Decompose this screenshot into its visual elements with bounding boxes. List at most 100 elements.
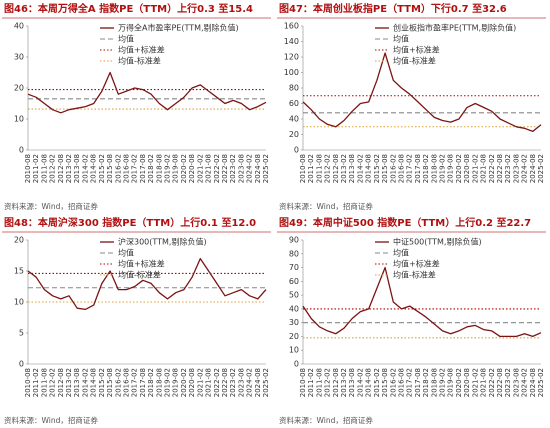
x-tick-label: 2022-02 xyxy=(488,368,496,397)
x-tick-label: 2010-08 xyxy=(24,154,32,183)
x-tick-label: 2011-02 xyxy=(307,154,315,183)
x-tick-label: 2018-08 xyxy=(155,368,163,397)
x-tick-label: 2016-02 xyxy=(389,154,397,183)
y-tick-label: 0 xyxy=(19,360,24,369)
x-tick-label: 2022-02 xyxy=(488,154,496,183)
x-tick-label: 2018-08 xyxy=(155,154,163,183)
y-tick-label: 0 xyxy=(294,146,299,155)
y-tick-label: 20 xyxy=(289,332,299,341)
x-tick-label: 2024-08 xyxy=(529,368,537,397)
legend-label: 均值+标准差 xyxy=(393,259,440,269)
x-tick-label: 2017-02 xyxy=(406,154,414,183)
x-tick-label: 2021-02 xyxy=(196,368,204,397)
x-tick-label: 2016-08 xyxy=(122,368,130,397)
x-tick-label: 2012-02 xyxy=(49,154,57,183)
x-tick-label: 2022-02 xyxy=(213,154,221,183)
legend-label: 均值-标准差 xyxy=(118,270,161,280)
x-tick-label: 2020-02 xyxy=(455,368,463,397)
x-tick-label: 2015-08 xyxy=(381,368,389,397)
x-tick-label: 2020-02 xyxy=(180,368,188,397)
y-tick-label: 5 xyxy=(19,329,24,338)
x-tick-label: 2015-02 xyxy=(98,154,106,183)
x-tick-label: 2020-08 xyxy=(188,154,196,183)
series-line xyxy=(27,71,267,114)
x-tick-label: 2019-08 xyxy=(447,154,455,183)
x-tick-label: 2021-08 xyxy=(480,368,488,397)
legend-label: 中证500(TTM,剔除负值) xyxy=(393,237,482,247)
x-tick-label: 2012-08 xyxy=(332,154,340,183)
x-tick-label: 2018-02 xyxy=(422,368,430,397)
x-tick-label: 2020-02 xyxy=(180,154,188,183)
legend-label: 均值 xyxy=(393,34,409,44)
chart-panel: 图48：本周沪深300 指数PE（TTM）上行0.1 至12.0 0 5 10 15 20… xyxy=(2,216,271,425)
legend-label: 均值+标准差 xyxy=(393,45,440,55)
legend-label: 沪深300(TTM,剔除负值) xyxy=(118,237,207,247)
x-tick-label: 2014-02 xyxy=(356,154,364,183)
x-tick-label: 2021-08 xyxy=(205,154,213,183)
x-tick-label: 2021-02 xyxy=(471,154,479,183)
legend-label: 均值+标准差 xyxy=(118,45,165,55)
y-tick-label: 40 xyxy=(289,304,299,313)
x-tick-label: 2024-08 xyxy=(254,368,262,397)
x-tick-label: 2019-02 xyxy=(439,368,447,397)
x-tick-label: 2023-08 xyxy=(237,154,245,183)
x-tick-label: 2012-02 xyxy=(324,368,332,397)
chart-panel: 图49：本周中证500 指数PE（TTM）上行0.2 至22.7 0 10 20 30 4… xyxy=(277,216,546,425)
x-tick-label: 2011-02 xyxy=(32,368,40,397)
y-tick-label: 20 xyxy=(289,130,299,139)
x-tick-label: 2015-02 xyxy=(98,368,106,397)
x-tick-label: 2022-08 xyxy=(496,154,504,183)
x-tick-label: 2020-02 xyxy=(455,154,463,183)
y-tick-label: 70 xyxy=(289,263,299,272)
x-tick-label: 2022-08 xyxy=(221,154,229,183)
chart-title: 图47：本周创业板指PE（TTM）下行0.7 至32.6 xyxy=(279,2,507,15)
x-tick-label: 2014-02 xyxy=(356,368,364,397)
x-tick-label: 2024-08 xyxy=(254,154,262,183)
y-tick-label: 20 xyxy=(14,84,24,93)
x-tick-label: 2019-08 xyxy=(172,368,180,397)
y-tick-label: 15 xyxy=(14,267,24,276)
x-tick-label: 2013-02 xyxy=(65,154,73,183)
x-tick-label: 2016-02 xyxy=(114,154,122,183)
x-tick-label: 2011-08 xyxy=(315,154,323,183)
x-tick-label: 2014-08 xyxy=(90,154,98,183)
x-tick-label: 2014-08 xyxy=(90,368,98,397)
x-tick-label: 2015-02 xyxy=(373,154,381,183)
y-tick-label: 10 xyxy=(14,115,24,124)
x-tick-label: 2014-02 xyxy=(81,154,89,183)
x-tick-label: 2012-08 xyxy=(57,368,65,397)
x-tick-label: 2018-08 xyxy=(430,154,438,183)
x-tick-label: 2011-08 xyxy=(40,154,48,183)
y-tick-label: 10 xyxy=(289,346,299,355)
y-tick-label: 60 xyxy=(289,277,299,286)
x-tick-label: 2020-08 xyxy=(188,368,196,397)
x-tick-label: 2016-08 xyxy=(397,368,405,397)
series-line xyxy=(27,257,267,311)
x-tick-label: 2015-08 xyxy=(106,368,114,397)
x-tick-label: 2025-02 xyxy=(262,154,270,183)
chart-title: 图46：本周万得全A 指数PE（TTM）上行0.3 至15.4 xyxy=(4,2,253,15)
y-tick-label: 40 xyxy=(14,22,24,31)
legend-label: 均值+标准差 xyxy=(118,259,165,269)
x-tick-label: 2011-08 xyxy=(315,368,323,397)
y-tick-label: 10 xyxy=(14,298,24,307)
chart-title: 图48：本周沪深300 指数PE（TTM）上行0.1 至12.0 xyxy=(4,216,256,229)
source-note: 资料来源：Wind，招商证券 xyxy=(279,201,373,211)
x-tick-label: 2019-08 xyxy=(447,368,455,397)
legend-label: 均值-标准差 xyxy=(118,56,161,66)
x-tick-label: 2010-08 xyxy=(299,154,307,183)
legend-label: 均值 xyxy=(393,248,409,258)
x-tick-label: 2015-08 xyxy=(106,154,114,183)
x-tick-label: 2012-02 xyxy=(49,368,57,397)
x-tick-label: 2023-02 xyxy=(229,154,237,183)
x-tick-label: 2011-08 xyxy=(40,368,48,397)
x-tick-label: 2018-08 xyxy=(430,368,438,397)
y-tick-label: 160 xyxy=(284,22,299,31)
x-tick-label: 2011-02 xyxy=(307,368,315,397)
x-tick-label: 2012-08 xyxy=(332,368,340,397)
x-tick-label: 2010-08 xyxy=(299,368,307,397)
x-tick-label: 2023-08 xyxy=(237,368,245,397)
x-tick-label: 2023-08 xyxy=(512,154,520,183)
x-tick-label: 2025-02 xyxy=(537,368,545,397)
x-tick-label: 2025-02 xyxy=(537,154,545,183)
